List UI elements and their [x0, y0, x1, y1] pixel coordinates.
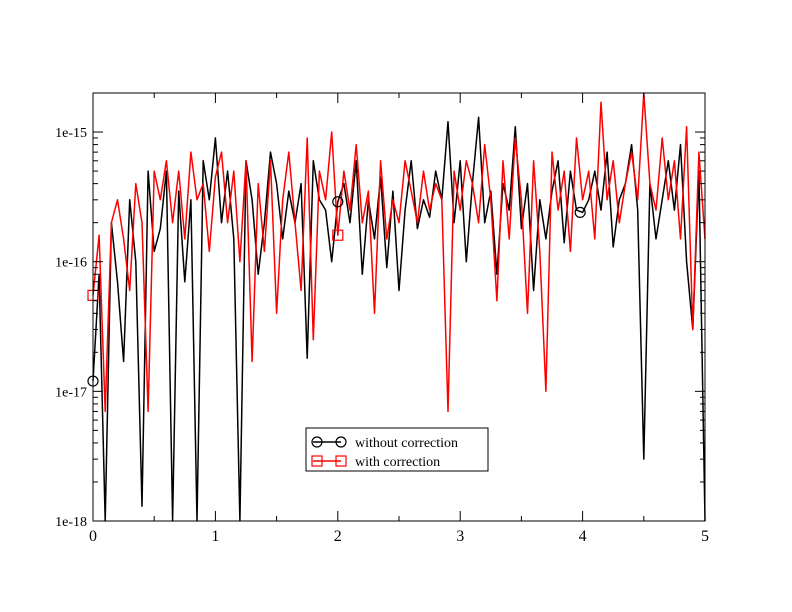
- data-marker-circle: [332, 196, 344, 208]
- legend-label-with-correction: with correction: [355, 455, 440, 470]
- x-axis: 0 1 2 3 4 5: [89, 93, 709, 545]
- legend-marker-square: [335, 455, 347, 467]
- legend-marker-circle: [335, 436, 347, 448]
- legend-entry-with-correction: with correction: [311, 455, 440, 470]
- legend-marker-square: [311, 455, 323, 467]
- x-tick-label: 0: [89, 528, 97, 545]
- y-tick-label: 1e-18: [55, 515, 87, 530]
- series-line-without-correction: [92, 116, 706, 522]
- y-tick-label: 1e-16: [55, 256, 87, 271]
- legend-entry-without-correction: without correction: [311, 436, 458, 451]
- legend: without correction with correction: [305, 427, 489, 472]
- y-tick-label: 1e-17: [55, 385, 87, 400]
- x-tick-label: 1: [211, 528, 219, 545]
- legend-label-without-correction: without correction: [355, 436, 458, 451]
- data-marker-square: [332, 229, 344, 241]
- series-layer: [92, 92, 706, 522]
- x-tick-label: 5: [701, 528, 709, 545]
- y-tick-label: 1e-15: [55, 126, 87, 141]
- data-marker-circle: [574, 206, 586, 218]
- y-axis: 1e-18 1e-17 1e-16 1e-15: [55, 92, 705, 530]
- x-tick-label: 2: [334, 528, 342, 545]
- x-tick-label: 3: [456, 528, 464, 545]
- series-line-with-correction: [92, 92, 706, 413]
- x-tick-label: 4: [579, 528, 587, 545]
- legend-marker-circle: [311, 436, 323, 448]
